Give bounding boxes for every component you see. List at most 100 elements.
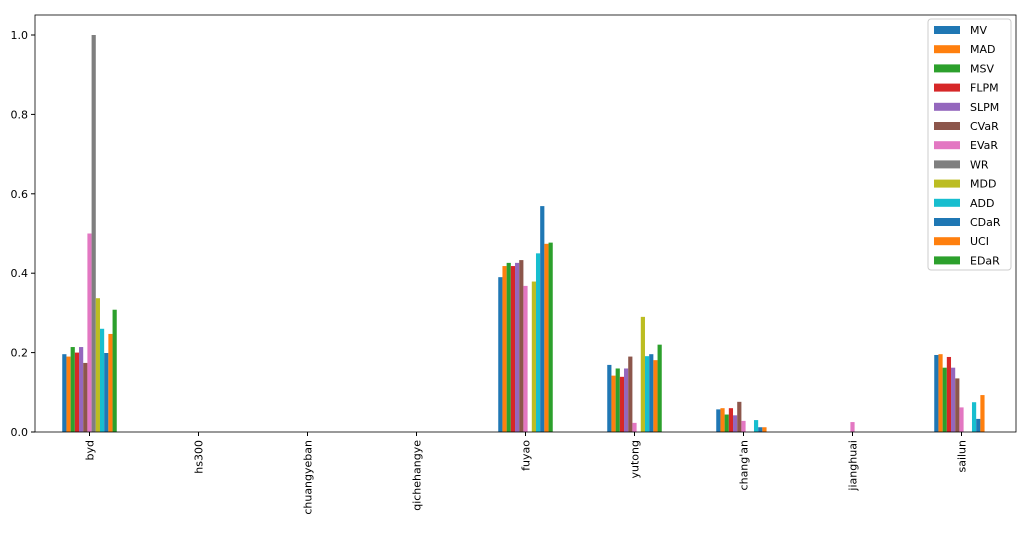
bar-EVaR-jianghuai [850,422,855,432]
legend-box [927,18,1012,271]
bar-MSV-sailun [942,367,947,432]
bar-ADD-sailun [971,402,977,432]
legend-swatch-EDaR [934,256,960,265]
bar-EVaR-byd [87,233,92,432]
bar-SLPM-byd [79,347,84,432]
bar-MAD-sailun [938,354,943,432]
bar-ADD-fuyao [535,253,541,432]
bar-FLPM-yutong [619,376,625,432]
bar-MV-sailun [934,354,939,432]
bar-UCI-chang'an [762,427,767,432]
x-tick-label: chang'an [738,440,751,490]
bar-CDaR-sailun [976,418,981,432]
x-tick-label: jianghuai [847,440,860,492]
bar-UCI-byd [108,333,113,432]
bar-MAD-chang'an [720,408,725,432]
legend-swatch-UCI [934,237,960,246]
bar-EDaR-yutong [657,344,662,432]
legend-swatch-MAD [934,45,960,54]
legend-swatch-MSV [934,64,960,73]
legend-swatch-FLPM [934,83,960,92]
bar-MV-yutong [607,364,612,432]
legend-label: CVaR [970,120,999,133]
legend-swatch-SLPM [934,102,960,111]
bar-CDaR-yutong [649,354,654,432]
bar-SLPM-fuyao [515,262,520,432]
bar-UCI-yutong [653,360,658,432]
x-tick-label: yutong [629,440,642,478]
bar-MV-byd [62,354,67,432]
bar-EVaR-sailun [959,407,964,432]
bar-CDaR-byd [104,352,109,432]
bar-FLPM-byd [74,352,80,432]
legend-label: SLPM [970,101,999,114]
legend-label: FLPM [970,82,999,95]
legend-swatch-EVaR [934,141,960,150]
y-tick-label: 0.2 [11,347,29,360]
legend-label: UCI [970,235,989,248]
bar-MAD-byd [66,356,71,432]
bar-EDaR-byd [112,309,117,432]
bar-ADD-byd [99,328,105,432]
bar-CVaR-sailun [955,378,960,432]
legend-label: WR [970,158,989,171]
y-tick-label: 0.0 [11,426,29,439]
bar-CDaR-chang'an [758,427,763,432]
bar-MSV-byd [70,347,75,432]
legend: MV MAD MSV FLPM SLPM CVaR EVaR WR MDD ADD CDaR UCI E… [927,18,1012,271]
legend-swatch-CVaR [934,122,960,130]
legend-label: MDD [970,178,996,191]
legend-label: ADD [970,197,994,210]
bar-SLPM-yutong [624,368,629,432]
legend-label: MAD [970,43,996,56]
bar-EDaR-fuyao [548,242,553,432]
legend-label: MSV [970,62,994,75]
x-tick-label: sailun [956,440,969,473]
bar-ADD-chang'an [753,420,759,432]
legend-label: EVaR [970,139,998,152]
bar-CDaR-fuyao [540,206,545,432]
bar-EVaR-fuyao [523,285,528,432]
bar-UCI-fuyao [544,243,549,432]
y-tick-label: 0.6 [11,188,29,201]
bar-UCI-sailun [980,395,985,432]
legend-label: EDaR [970,254,1000,267]
bar-MSV-fuyao [506,262,511,432]
bar-ADD-yutong [644,356,650,432]
y-tick-label: 0.4 [11,267,29,280]
y-tick-label: 1.0 [11,29,29,42]
bar-CVaR-fuyao [519,260,524,432]
bar-MV-chang'an [716,409,721,432]
y-tick-label: 0.8 [11,108,29,121]
x-tick-label: qichehangye [411,440,424,511]
bar-MDD-yutong [640,316,645,432]
bar-FLPM-fuyao [510,266,516,432]
legend-swatch-MV [934,26,960,34]
legend-swatch-WR [934,160,960,169]
bar-MAD-fuyao [502,266,507,432]
legend-label: CDaR [970,216,1001,229]
x-tick-label: fuyao [520,440,533,471]
x-tick-label: chuangyeban [302,440,315,515]
bar-CVaR-yutong [628,356,633,432]
bar-MV-fuyao [498,277,503,432]
bar-SLPM-chang'an [733,415,738,432]
bar-MDD-fuyao [531,281,536,432]
bar-FLPM-sailun [946,356,952,432]
x-tick-label: byd [84,440,97,460]
bar-CVaR-chang'an [737,401,742,432]
bar-SLPM-sailun [951,367,956,432]
bar-CVaR-byd [83,362,88,432]
bar-FLPM-chang'an [728,408,734,432]
legend-swatch-MDD [934,179,960,188]
bar-EVaR-yutong [632,422,637,432]
legend-swatch-ADD [934,198,960,207]
x-tick-label: hs300 [193,440,206,474]
bar-MDD-byd [95,298,100,432]
bar-MAD-yutong [611,375,616,432]
legend-label: MV [970,24,987,37]
legend-swatch-CDaR [934,218,960,226]
bar-MSV-chang'an [724,414,729,432]
